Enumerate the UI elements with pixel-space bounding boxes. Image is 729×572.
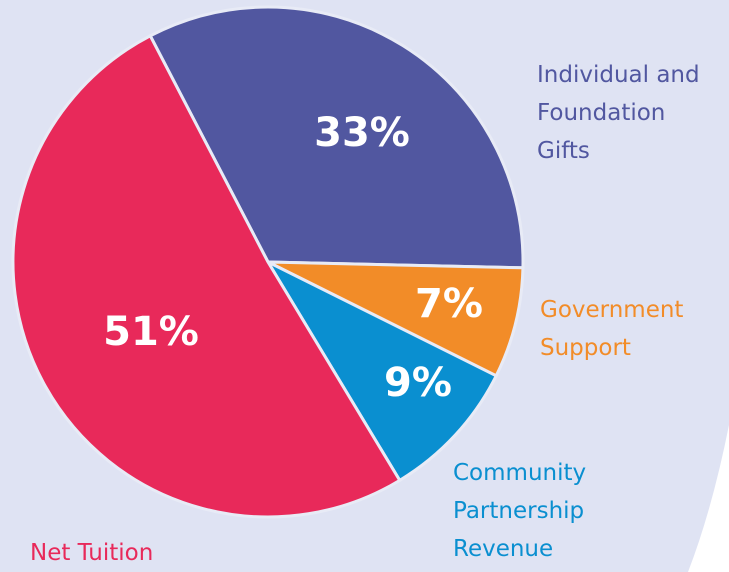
category-label: Government Support — [540, 297, 684, 361]
data-label: 7% — [415, 281, 483, 327]
pie-slice — [267, 260, 525, 378]
category-label: Individual and Foundation Gifts — [537, 62, 700, 164]
category-label: Net Tuition — [30, 540, 154, 566]
background-shape — [688, 425, 729, 572]
data-label: 51% — [103, 309, 199, 355]
category-label: Community Partnership Revenue — [453, 460, 587, 562]
pie-slice — [11, 33, 402, 519]
data-label: 33% — [314, 110, 410, 156]
data-label: 9% — [384, 360, 452, 406]
pie-slice — [264, 258, 499, 483]
pie-slice — [148, 5, 525, 270]
